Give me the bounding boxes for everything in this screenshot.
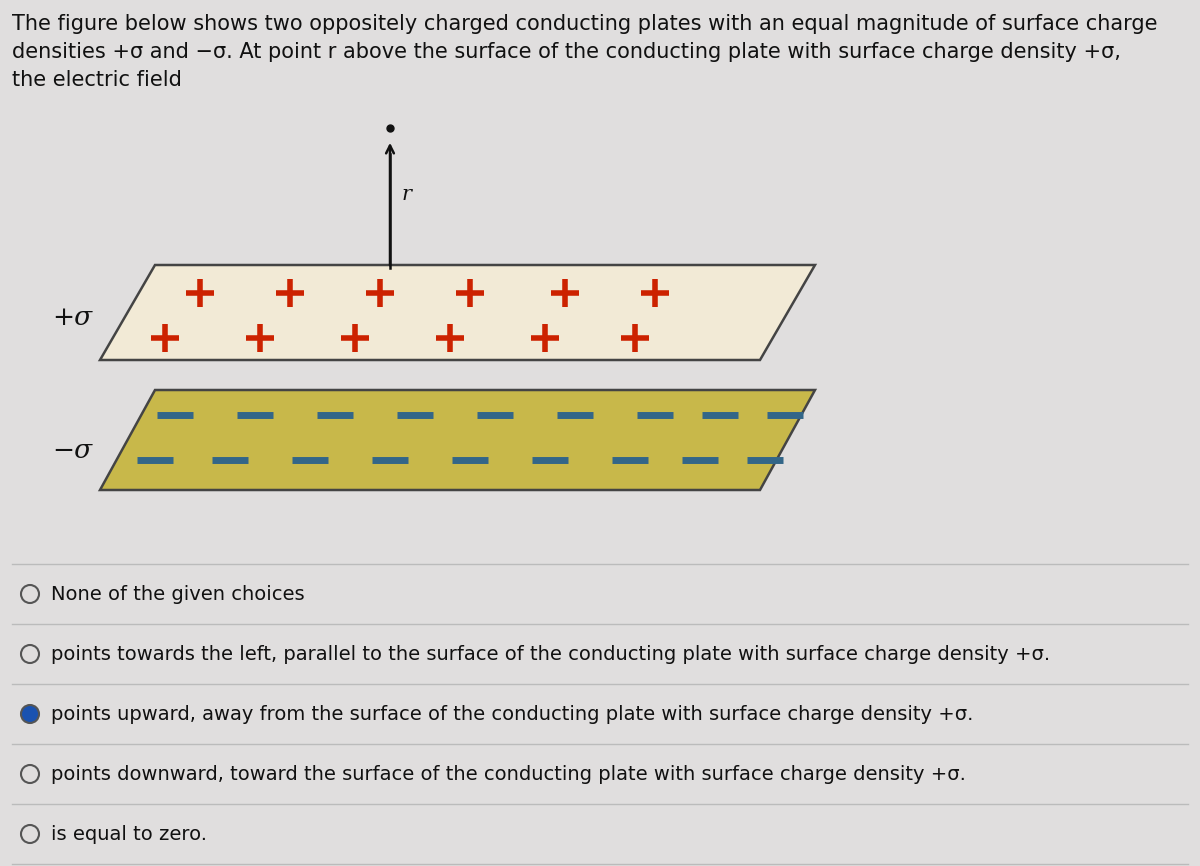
- Text: None of the given choices: None of the given choices: [50, 585, 305, 604]
- Text: densities +σ and −σ. At point r above the surface of the conducting plate with s: densities +σ and −σ. At point r above th…: [12, 42, 1121, 62]
- Text: is equal to zero.: is equal to zero.: [50, 824, 208, 843]
- Text: +σ: +σ: [52, 305, 92, 330]
- Text: points downward, toward the surface of the conducting plate with surface charge : points downward, toward the surface of t…: [50, 765, 966, 784]
- Text: points upward, away from the surface of the conducting plate with surface charge: points upward, away from the surface of …: [50, 705, 973, 723]
- Circle shape: [22, 705, 38, 723]
- Text: The figure below shows two oppositely charged conducting plates with an equal ma: The figure below shows two oppositely ch…: [12, 14, 1158, 34]
- Polygon shape: [100, 265, 815, 360]
- Text: −σ: −σ: [52, 437, 92, 462]
- Polygon shape: [100, 390, 815, 490]
- Text: r: r: [402, 185, 412, 204]
- Text: the electric field: the electric field: [12, 70, 182, 90]
- Text: points towards the left, parallel to the surface of the conducting plate with su: points towards the left, parallel to the…: [50, 644, 1050, 663]
